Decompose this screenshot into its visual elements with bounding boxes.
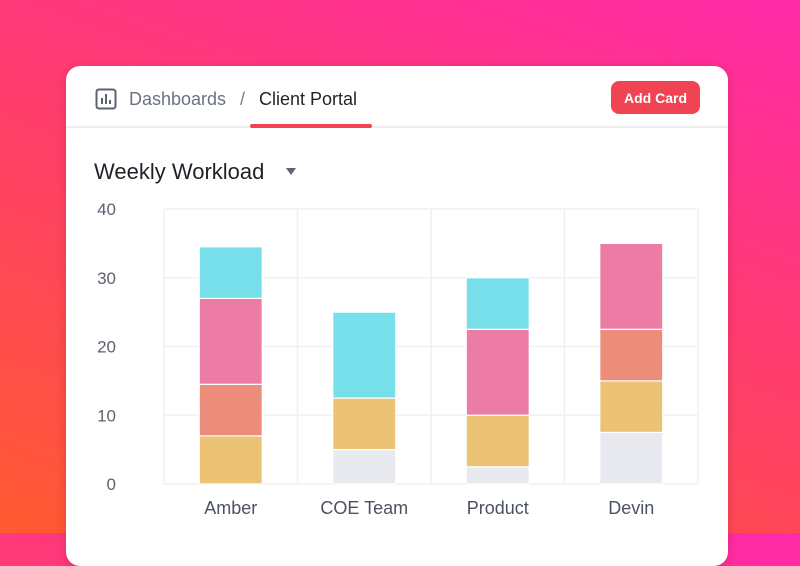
bar-segment <box>198 435 263 485</box>
widget-title[interactable]: Weekly Workload <box>94 159 265 184</box>
weekly-workload-chart: 0 10 20 30 40 Amber COE Team Product Devin <box>97 200 699 518</box>
y-tick-label: 20 <box>97 338 116 357</box>
bar-segment <box>465 328 530 416</box>
x-tick-label: Amber <box>204 498 257 518</box>
y-tick-label: 0 <box>107 475 116 494</box>
tab-client-portal[interactable]: Client Portal <box>259 89 358 109</box>
y-tick-label: 40 <box>97 200 116 219</box>
active-tab-indicator <box>250 124 372 128</box>
top-bar: Dashboards / Client Portal Add Card <box>66 66 728 128</box>
bar-segment <box>332 397 397 451</box>
caret-down-icon[interactable] <box>285 167 297 177</box>
breadcrumb-dashboards[interactable]: Dashboards <box>129 89 227 109</box>
bar-segment <box>198 246 263 299</box>
bar-segment <box>332 311 397 399</box>
x-tick-label: COE Team <box>320 498 408 518</box>
y-tick-label: 30 <box>97 269 116 288</box>
bar-segment <box>332 449 397 485</box>
bar-segment <box>599 328 664 382</box>
bar-segment <box>599 242 664 330</box>
y-tick-label: 10 <box>97 406 116 425</box>
x-tick-label: Devin <box>608 498 654 518</box>
bar-segment <box>465 277 530 330</box>
x-tick-label: Product <box>467 498 529 518</box>
bar-segment <box>599 431 664 485</box>
add-card-button[interactable]: Add Card <box>611 81 700 114</box>
bar-segment <box>599 380 664 434</box>
dashboard-card: Dashboards / Client Portal Add Card Week… <box>66 66 728 566</box>
bar-segment <box>465 414 530 468</box>
breadcrumb-separator: / <box>240 89 246 109</box>
bar-segment <box>198 297 263 385</box>
bar-chart-icon <box>95 88 117 110</box>
bar-segment <box>198 383 263 437</box>
bar-segment <box>465 466 530 485</box>
